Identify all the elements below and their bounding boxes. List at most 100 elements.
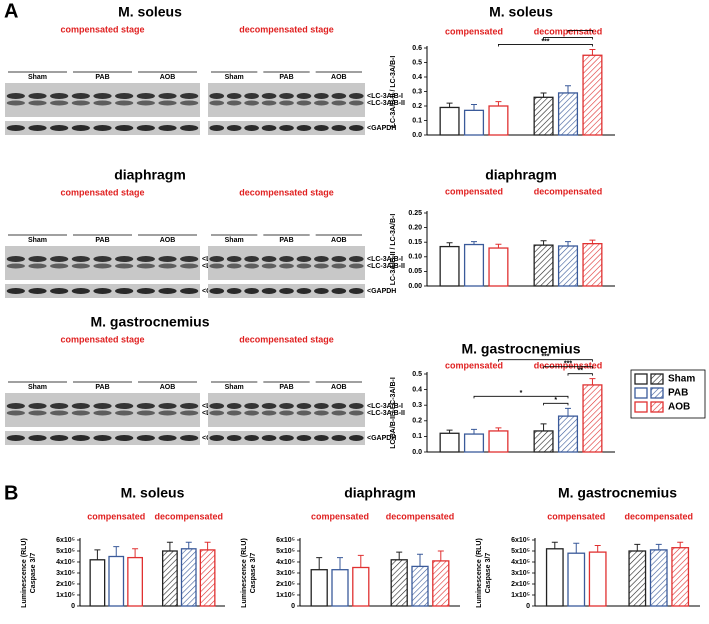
- error-bar: [166, 541, 173, 551]
- band: [261, 288, 277, 294]
- y-tick-label: 0.00: [408, 283, 422, 290]
- band: [296, 435, 312, 441]
- legend-swatch: [634, 373, 648, 385]
- band: [348, 410, 364, 416]
- band: [296, 100, 312, 106]
- bar: [628, 550, 647, 607]
- band: [314, 93, 329, 99]
- error-bar: [437, 550, 444, 561]
- bar: [582, 54, 603, 136]
- group-label: PAB: [95, 237, 109, 244]
- band: [226, 288, 242, 294]
- band: [93, 288, 112, 294]
- band: [93, 403, 112, 409]
- band: [244, 403, 259, 409]
- band: [279, 125, 294, 131]
- band: [93, 93, 112, 99]
- band: [331, 93, 347, 99]
- band: [209, 100, 225, 106]
- band: [261, 263, 277, 269]
- band: [226, 435, 242, 441]
- bar: [439, 106, 460, 136]
- y-tick-label: 3x10⁵: [56, 570, 75, 577]
- bar: [567, 552, 586, 607]
- error-bar: [446, 242, 453, 247]
- error-bar: [589, 48, 596, 56]
- band: [158, 403, 177, 409]
- band: [180, 410, 199, 416]
- error-bar: [540, 423, 547, 431]
- y-tick-label: 2x10⁵: [56, 581, 75, 588]
- y-tick-label: 3x10⁵: [276, 570, 295, 577]
- bar: [161, 550, 178, 607]
- group-label: PAB: [95, 384, 109, 391]
- group-label: AOB: [160, 384, 176, 391]
- blot-title: diaphragm: [114, 167, 186, 183]
- group-label: compensated: [445, 186, 503, 196]
- error-bar: [113, 546, 120, 557]
- significance-bracket: [543, 366, 593, 369]
- y-axis-label: Caspase 3/7: [485, 553, 492, 594]
- band: [314, 288, 329, 294]
- band: [158, 435, 177, 441]
- bar: [108, 555, 125, 607]
- error-bar: [565, 85, 571, 93]
- band: [180, 256, 199, 262]
- group-label: compensated: [87, 511, 145, 521]
- band: [158, 410, 177, 416]
- bar: [463, 243, 485, 287]
- band: [279, 93, 294, 99]
- group-label: Sham: [28, 74, 47, 81]
- band: [209, 256, 225, 262]
- band: [115, 93, 134, 99]
- band: [28, 403, 47, 409]
- band: [136, 263, 155, 269]
- bar: [463, 433, 485, 453]
- legend-swatch: [634, 387, 648, 399]
- error-bar: [495, 427, 502, 431]
- band: [6, 256, 25, 262]
- band: [261, 410, 277, 416]
- band: [209, 403, 225, 409]
- y-tick-label: 1x10⁵: [56, 592, 75, 599]
- error-bar: [471, 428, 477, 435]
- band: [348, 263, 364, 269]
- band-label: <LC-3A/B-I: [367, 256, 403, 263]
- bar: [582, 243, 603, 287]
- band-label: <GAPDH: [367, 288, 396, 295]
- band: [71, 410, 90, 416]
- band: [71, 256, 90, 262]
- band: [226, 403, 242, 409]
- band: [209, 263, 225, 269]
- stage-label: compensated stage: [60, 24, 144, 34]
- y-axis-label: LC-3A/B-II / LC-3A/B-I: [390, 56, 397, 128]
- bar: [533, 96, 554, 136]
- y-tick-label: 0.2: [412, 103, 422, 110]
- error-bar: [565, 407, 571, 417]
- error-bar: [589, 239, 596, 244]
- band: [226, 93, 242, 99]
- significance-label: ***: [541, 38, 549, 45]
- band: [331, 263, 347, 269]
- band: [6, 403, 25, 409]
- y-tick-label: 0.3: [412, 88, 422, 95]
- y-tick-label: 2x10⁵: [276, 581, 295, 588]
- significance-label: ***: [541, 354, 549, 361]
- y-tick-label: 1x10⁵: [511, 592, 530, 599]
- error-bar: [357, 554, 364, 568]
- band: [115, 403, 134, 409]
- bar: [432, 560, 450, 607]
- band: [180, 100, 199, 106]
- band: [314, 125, 329, 131]
- bar: [331, 569, 349, 607]
- band: [71, 435, 90, 441]
- band: [136, 100, 155, 106]
- group-label: decompensated: [386, 511, 455, 521]
- y-tick-label: 0.2: [412, 418, 422, 425]
- band: [115, 100, 134, 106]
- group-label: compensated: [445, 26, 503, 36]
- legend-swatch: [634, 401, 648, 413]
- error-bar: [589, 378, 596, 385]
- band: [244, 435, 259, 441]
- band: [180, 435, 199, 441]
